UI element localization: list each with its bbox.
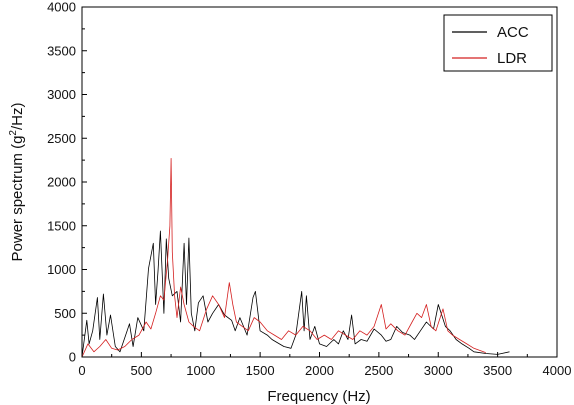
- x-tick-label: 4000: [543, 363, 572, 378]
- plot-area: [81, 157, 510, 358]
- series-line-ldr: [81, 157, 486, 358]
- y-tick-label: 1500: [47, 218, 76, 233]
- y-axis-title-prefix: Power spectrum (g: [9, 136, 26, 262]
- legend-label-ldr: LDR: [497, 50, 527, 67]
- x-tick-label: 3500: [483, 363, 512, 378]
- series-line-acc: [81, 230, 510, 358]
- axes: 0 500 1000 1500 2000 2500 3000 3500 4000 0 500 1000…: [47, 0, 571, 378]
- x-tick-label: 500: [131, 363, 153, 378]
- x-axis-title: Frequency (Hz): [267, 388, 370, 405]
- y-tick-label: 3500: [47, 43, 76, 58]
- y-tick-label: 2000: [47, 175, 76, 190]
- y-tick-label: 0: [69, 350, 76, 365]
- x-tick-label: 0: [78, 363, 85, 378]
- y-tick-label: 4000: [47, 0, 76, 15]
- x-tick-label: 2500: [364, 363, 393, 378]
- x-tick-label: 1000: [186, 363, 215, 378]
- y-axis-title-superscript: 2: [8, 130, 19, 136]
- y-axis-title-suffix: /Hz): [9, 103, 26, 131]
- y-tick-label: 1000: [47, 262, 76, 277]
- x-tick-label: 1500: [246, 363, 275, 378]
- x-tick-label: 2000: [305, 363, 334, 378]
- x-tick-label: 3000: [424, 363, 453, 378]
- legend-box: [443, 14, 553, 72]
- y-tick-label: 3000: [47, 87, 76, 102]
- y-axis-title: Power spectrum (g2/Hz): [8, 103, 26, 262]
- y-tick-label: 2500: [47, 131, 76, 146]
- legend-label-acc: ACC: [497, 24, 529, 41]
- y-tick-label: 500: [54, 306, 76, 321]
- legend: ACC LDR: [443, 14, 553, 72]
